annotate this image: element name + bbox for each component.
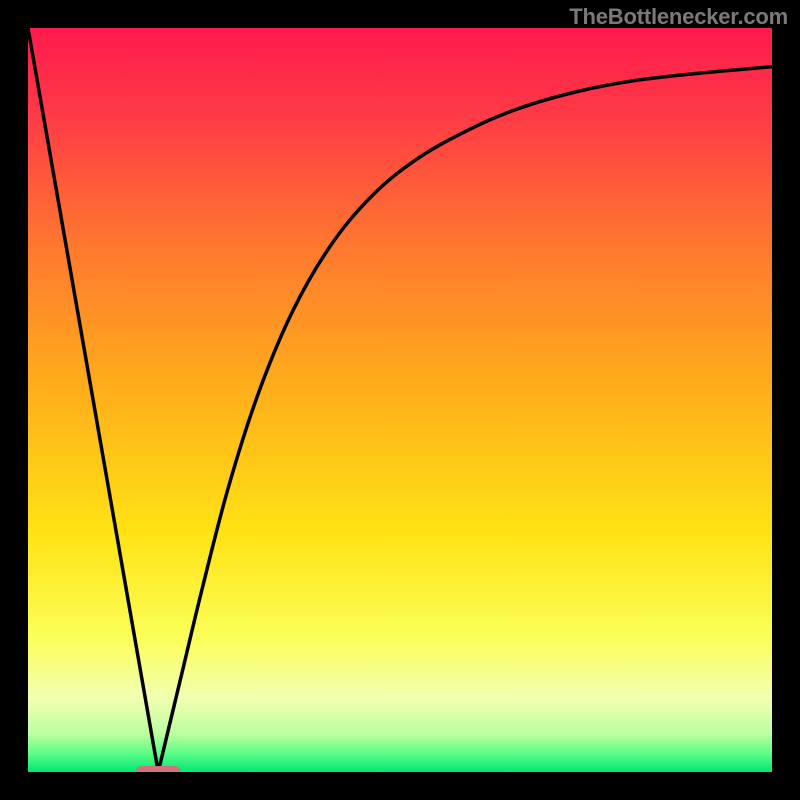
bottleneck-chart (0, 0, 800, 800)
watermark-text: TheBottlenecker.com (569, 4, 788, 30)
figure-container: TheBottlenecker.com (0, 0, 800, 800)
